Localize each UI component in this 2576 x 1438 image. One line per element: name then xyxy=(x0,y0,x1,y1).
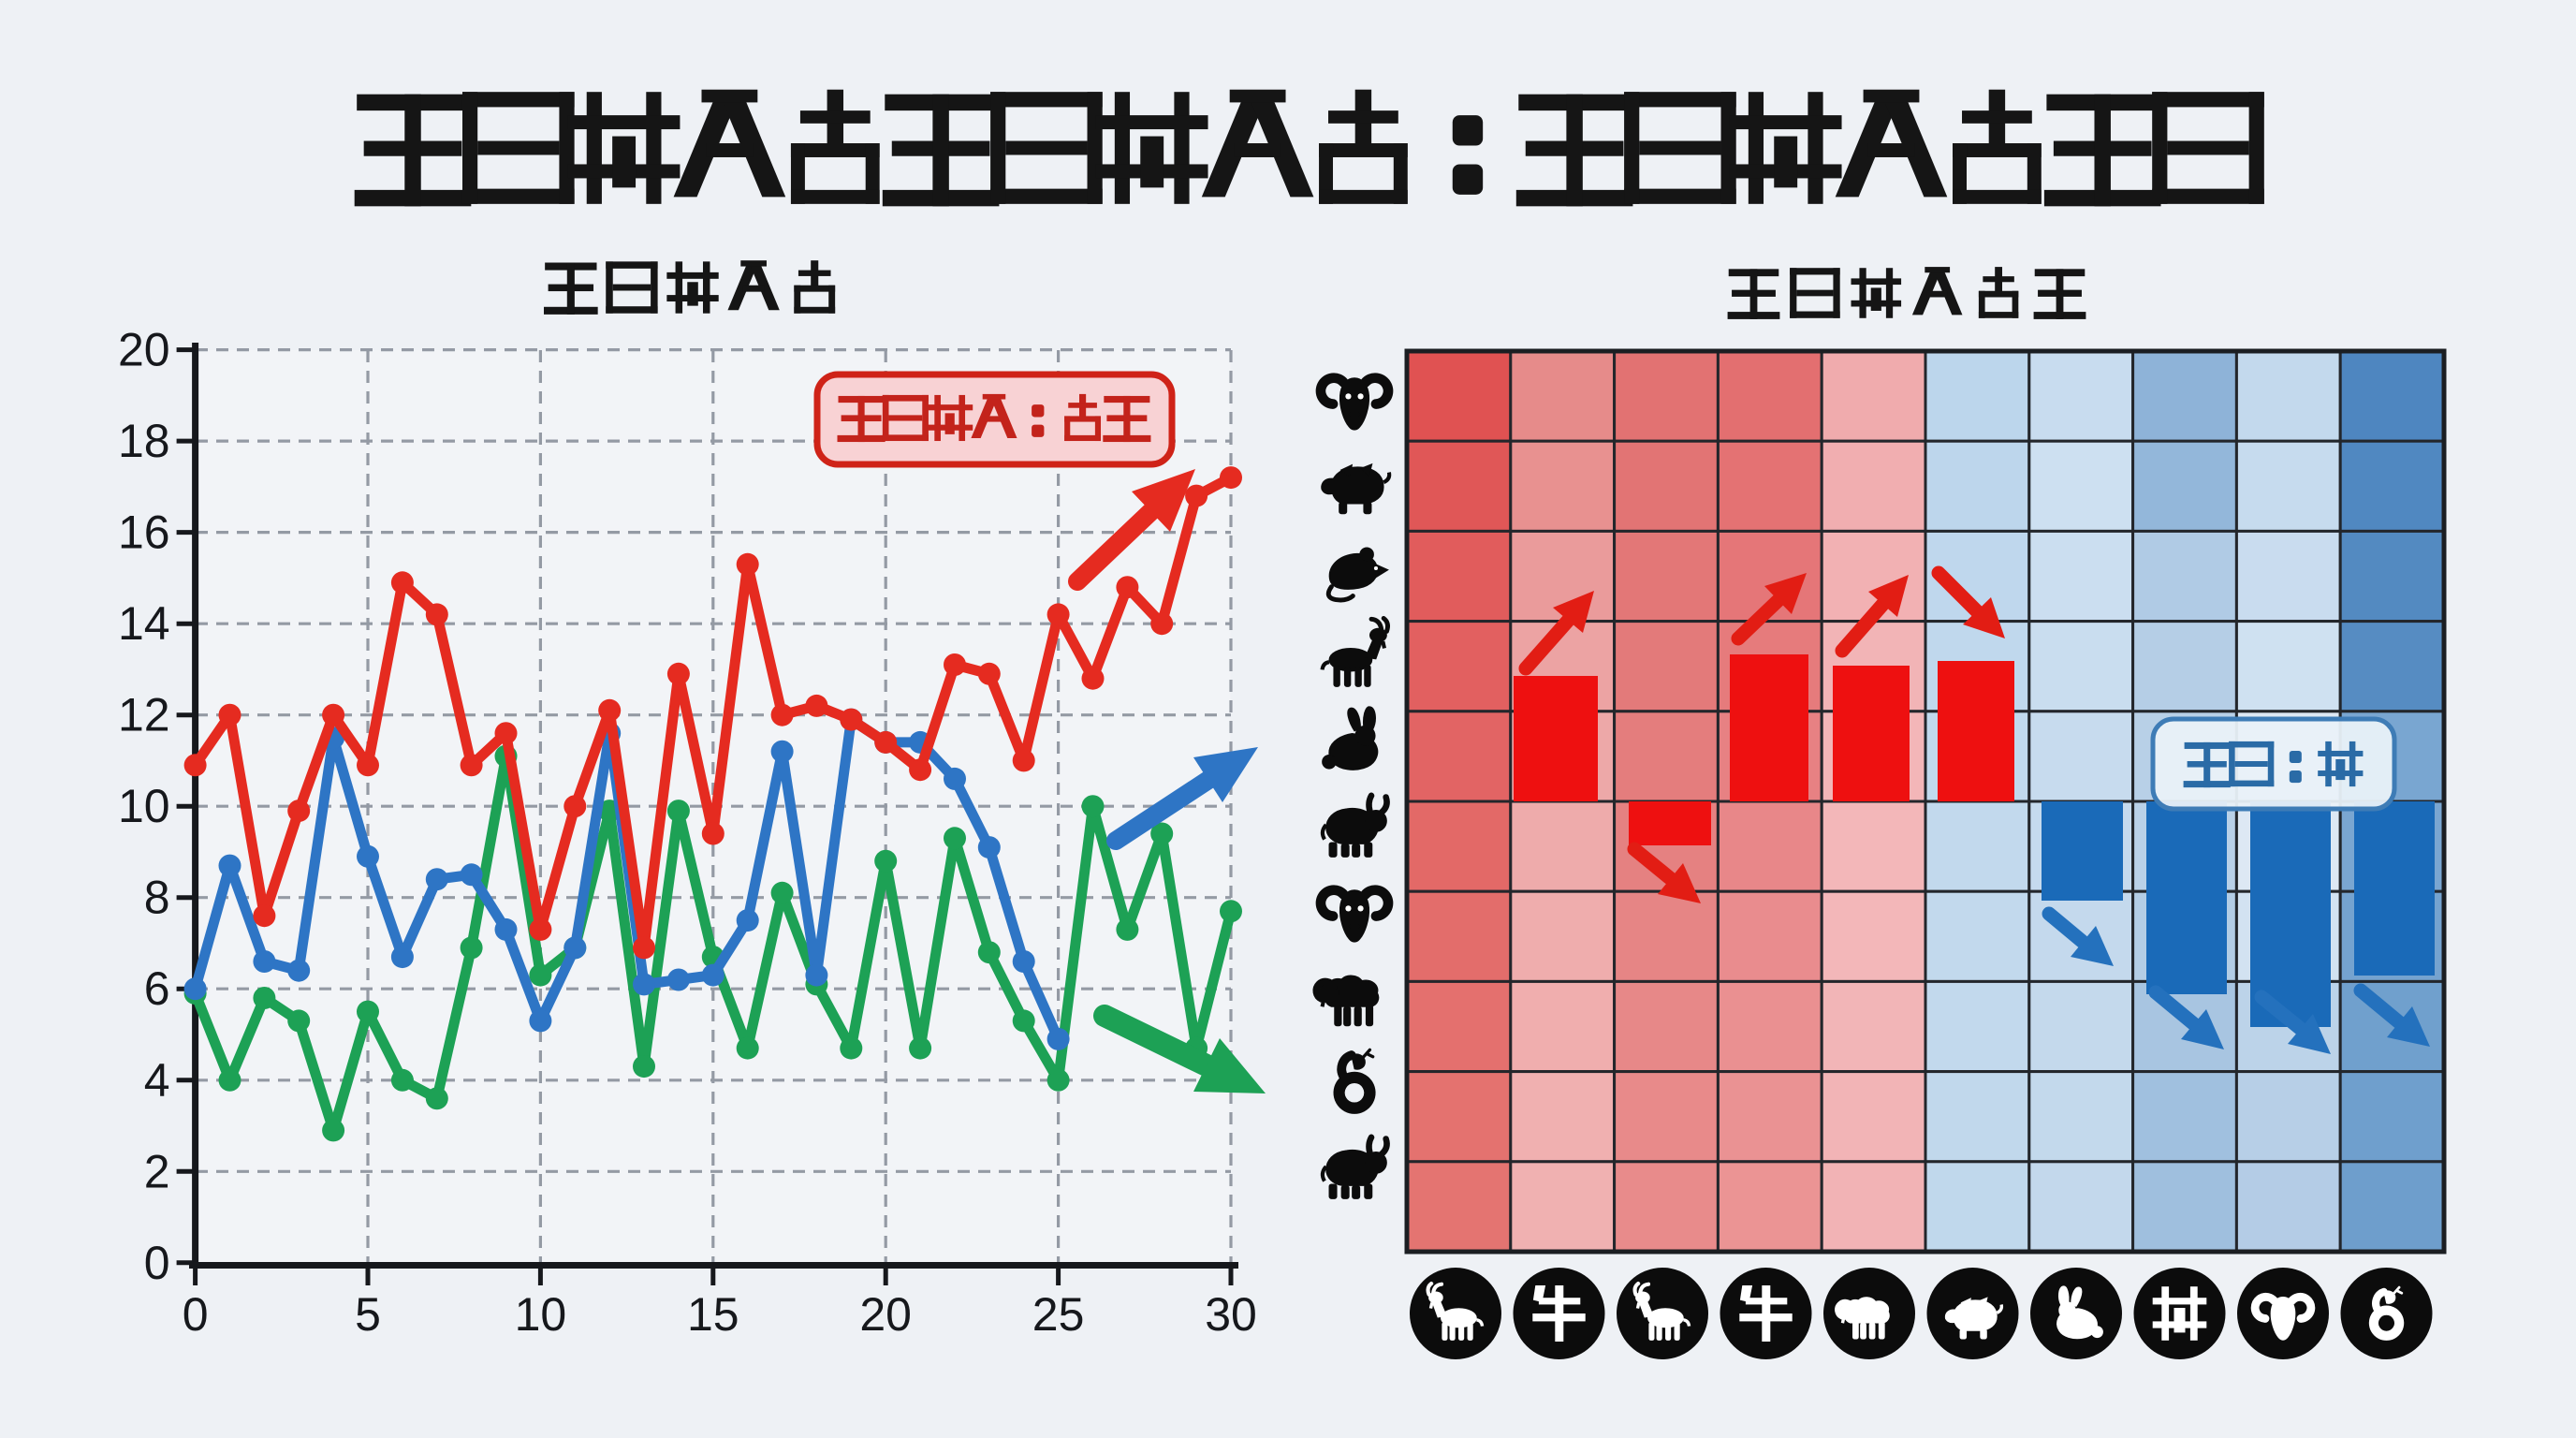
svg-text:0: 0 xyxy=(144,1237,170,1289)
svg-text:20: 20 xyxy=(859,1288,912,1341)
svg-text:0: 0 xyxy=(183,1288,209,1341)
svg-text:8: 8 xyxy=(144,872,170,924)
svg-text:15: 15 xyxy=(687,1288,739,1341)
svg-text:10: 10 xyxy=(118,780,170,832)
svg-text:16: 16 xyxy=(118,506,170,559)
svg-text:14: 14 xyxy=(118,597,170,650)
svg-text:18: 18 xyxy=(118,415,170,467)
svg-text:20: 20 xyxy=(118,324,170,376)
svg-text:10: 10 xyxy=(515,1288,567,1341)
svg-text:2: 2 xyxy=(144,1145,170,1197)
svg-text:6: 6 xyxy=(144,962,170,1015)
svg-text:30: 30 xyxy=(1205,1288,1257,1341)
svg-text:4: 4 xyxy=(144,1054,170,1107)
svg-text:12: 12 xyxy=(118,689,170,741)
svg-text:25: 25 xyxy=(1032,1288,1085,1341)
svg-text:5: 5 xyxy=(355,1288,381,1341)
